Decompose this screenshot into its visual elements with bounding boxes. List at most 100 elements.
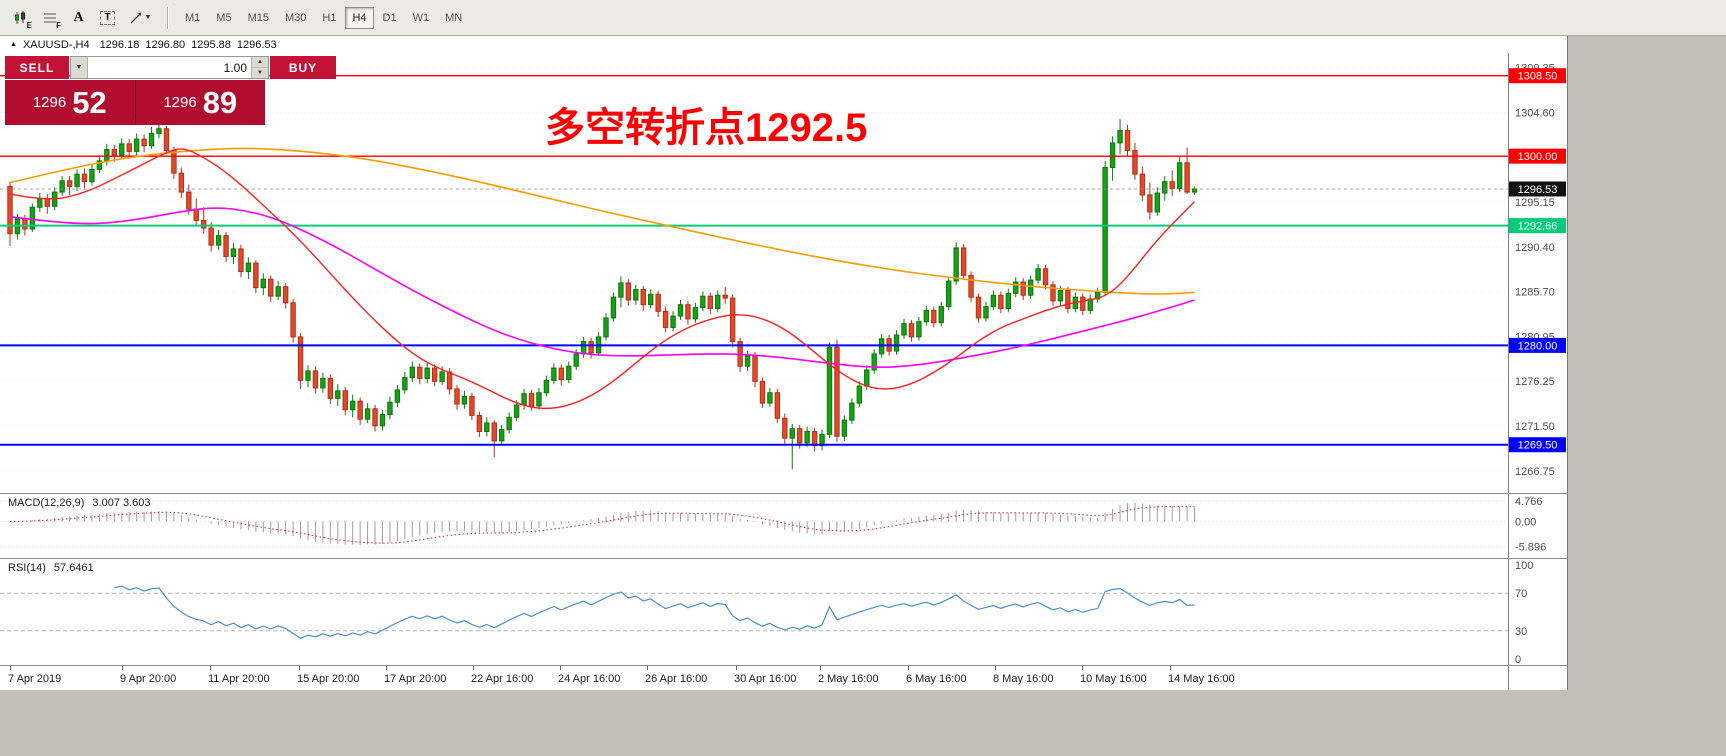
timeframe-button-h1[interactable]: H1 bbox=[315, 7, 343, 29]
main-chart-canvas[interactable]: 1309.351304.601295.151290.401285.701280.… bbox=[0, 53, 1567, 493]
toolbar-separator bbox=[167, 6, 168, 29]
timeframe-button-mn[interactable]: MN bbox=[438, 7, 469, 29]
macd-canvas[interactable]: 4.766 0.00 -5.896 bbox=[0, 494, 1567, 558]
candle-body bbox=[923, 309, 930, 323]
candle-body bbox=[536, 392, 542, 407]
candle-body bbox=[543, 379, 550, 394]
candle-body bbox=[692, 307, 699, 320]
candle-body bbox=[998, 294, 1004, 309]
chart-annotation-text[interactable]: 多空转折点1292.5 bbox=[545, 106, 867, 150]
shapes-dropdown-button[interactable]: ▼ bbox=[123, 5, 157, 30]
timeframe-button-m1[interactable]: M1 bbox=[178, 7, 207, 29]
candle-body bbox=[446, 371, 453, 390]
candle-body bbox=[29, 206, 36, 230]
candle-body bbox=[484, 422, 490, 432]
volume-dropdown-button[interactable]: ▼ bbox=[71, 57, 88, 78]
candle-body bbox=[864, 369, 870, 387]
one-click-trading-widget: SELL ▼ ▲ ▼ BUY 1296 bbox=[5, 56, 336, 125]
buy-button[interactable]: BUY bbox=[270, 56, 336, 79]
candle-body bbox=[193, 208, 199, 221]
sell-price-pips: 52 bbox=[72, 85, 107, 120]
time-axis-label: 14 May 16:00 bbox=[1168, 673, 1235, 685]
ma-fast-red[interactable] bbox=[9, 148, 1196, 410]
candle-body bbox=[22, 218, 28, 230]
macd-axis-label: -5.896 bbox=[1515, 542, 1546, 554]
time-axis[interactable]: 7 Apr 2019 9 Apr 20:00 11 Apr 20:00 15 Apr … bbox=[0, 666, 1567, 690]
timeframe-button-m15[interactable]: M15 bbox=[241, 7, 276, 29]
mdi-background bbox=[1568, 36, 1726, 690]
candle-body bbox=[379, 413, 386, 427]
candle-body bbox=[625, 282, 632, 301]
sell-price-display[interactable]: 1296 52 bbox=[5, 80, 135, 125]
timeframe-button-w1[interactable]: W1 bbox=[406, 7, 437, 29]
candle-body bbox=[409, 366, 416, 379]
chart-symbol-bar: ▲ XAUUSD-,H4 1296.18 1296.80 1295.88 129… bbox=[0, 36, 1567, 53]
macd-panel: 4.766 0.00 -5.896 MACD(12,26,9) 3.007 3.60… bbox=[0, 494, 1567, 558]
candle-body bbox=[260, 278, 267, 289]
candle-body bbox=[633, 289, 639, 301]
candle-body bbox=[1050, 284, 1056, 302]
rsi-panel: 100 70 30 0 RSI(14) 57.6461 bbox=[0, 559, 1567, 665]
candle-body bbox=[752, 355, 758, 382]
timeframe-button-d1[interactable]: D1 bbox=[376, 7, 404, 29]
volume-increment-button[interactable]: ▲ bbox=[252, 57, 268, 68]
grid-icon-button[interactable]: F bbox=[36, 5, 63, 30]
candle-body bbox=[119, 143, 125, 156]
candle-body bbox=[655, 293, 661, 312]
panel-splitter[interactable] bbox=[0, 558, 1567, 559]
main-chart-panel: 1309.351304.601295.151290.401285.701280.… bbox=[0, 53, 1567, 493]
candle-body bbox=[1154, 192, 1160, 213]
time-axis-label: 2 May 16:00 bbox=[818, 673, 879, 685]
candle-body bbox=[871, 353, 877, 371]
timeframe-button-m30[interactable]: M30 bbox=[278, 7, 313, 29]
panel-splitter[interactable] bbox=[0, 665, 1567, 666]
candle-body bbox=[811, 430, 818, 447]
candle-body bbox=[588, 341, 594, 354]
candle-body bbox=[990, 294, 997, 308]
price-line-label-text: 1300.00 bbox=[1518, 151, 1558, 163]
buy-price-display[interactable]: 1296 89 bbox=[135, 80, 265, 125]
candle-body bbox=[729, 297, 736, 343]
indicators-icon-button[interactable]: E bbox=[7, 5, 34, 30]
candle-body bbox=[1095, 291, 1101, 300]
icon-badge: F bbox=[56, 21, 61, 30]
ma-slow-orange[interactable] bbox=[9, 147, 1195, 295]
candle-body bbox=[186, 191, 192, 210]
timeframe-button-m5[interactable]: M5 bbox=[209, 7, 238, 29]
candle-body bbox=[797, 428, 803, 444]
candle-body bbox=[1139, 173, 1146, 196]
text-tool-button[interactable]: T bbox=[94, 5, 121, 30]
panel-splitter[interactable] bbox=[0, 493, 1567, 494]
timeframe-button-h4[interactable]: H4 bbox=[345, 6, 374, 29]
candle-body bbox=[1132, 149, 1138, 175]
time-axis-label: 11 Apr 20:00 bbox=[208, 673, 270, 685]
chart-window: ▲ XAUUSD-,H4 1296.18 1296.80 1295.88 129… bbox=[0, 36, 1568, 690]
ohlc-low: 1295.88 bbox=[191, 38, 231, 51]
text-label-tool-button[interactable]: A bbox=[65, 5, 92, 30]
ma-mid-magenta[interactable] bbox=[9, 207, 1195, 369]
candle-body bbox=[230, 248, 237, 257]
candle-body bbox=[104, 149, 110, 162]
candle-body bbox=[521, 393, 527, 406]
candle-body bbox=[364, 408, 371, 420]
candle-body bbox=[178, 172, 185, 193]
time-axis-tick bbox=[1170, 666, 1171, 670]
volume-stepper: ▲ ▼ bbox=[251, 57, 268, 78]
volume-input[interactable] bbox=[88, 57, 251, 78]
candle-body bbox=[983, 306, 989, 319]
sell-button[interactable]: SELL bbox=[5, 56, 69, 79]
expand-arrow-icon[interactable]: ▲ bbox=[10, 41, 17, 48]
candle-body bbox=[275, 286, 281, 297]
candle-body bbox=[350, 400, 356, 411]
time-axis-label: 8 May 16:00 bbox=[993, 673, 1054, 685]
time-axis-label: 9 Apr 20:00 bbox=[120, 673, 177, 685]
rsi-canvas[interactable]: 100 70 30 0 bbox=[0, 559, 1567, 665]
candle-body bbox=[744, 355, 751, 367]
candle-body bbox=[551, 367, 557, 381]
macd-axis-label: 4.766 bbox=[1515, 496, 1543, 508]
time-axis-tick bbox=[210, 666, 211, 670]
candle-body bbox=[1102, 166, 1108, 293]
candle-body bbox=[163, 128, 170, 151]
candle-body bbox=[901, 323, 907, 336]
volume-decrement-button[interactable]: ▼ bbox=[252, 68, 268, 78]
